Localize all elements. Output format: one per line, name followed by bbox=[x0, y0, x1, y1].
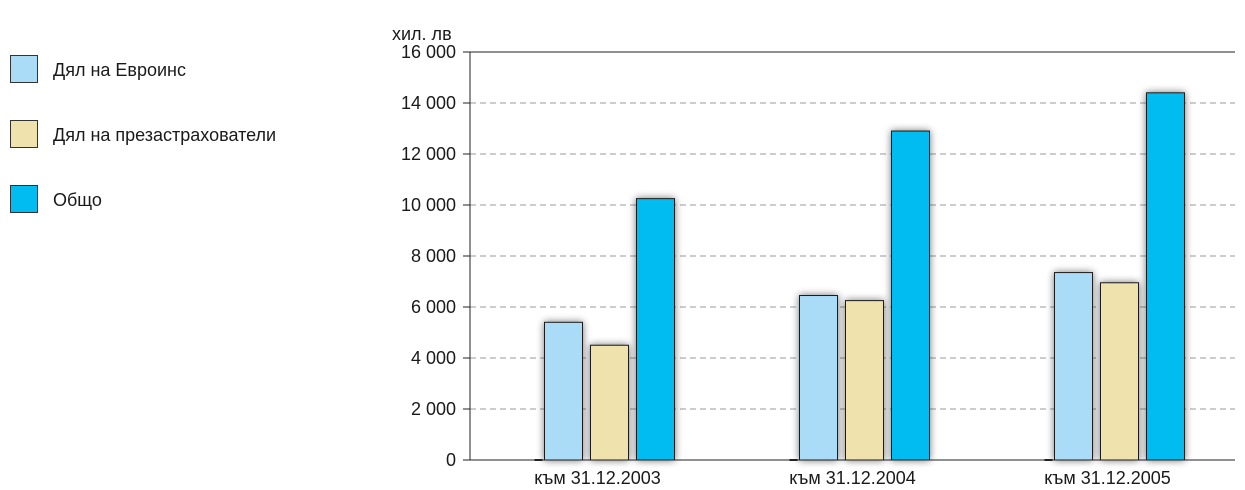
legend-swatch-evroins bbox=[10, 55, 38, 83]
bar bbox=[845, 300, 884, 461]
y-tick-label: 10 000 bbox=[401, 195, 456, 215]
bar bbox=[636, 198, 675, 461]
bar bbox=[1146, 92, 1185, 461]
y-tick-label: 16 000 bbox=[401, 42, 456, 62]
bar bbox=[1054, 272, 1093, 461]
y-axis-ticks: 0 2 000 4 000 6 000 8 000 10 000 12 000 14 000 1… bbox=[401, 42, 471, 470]
bars bbox=[544, 92, 1185, 461]
bar bbox=[544, 321, 583, 461]
legend-label-total: Общо bbox=[53, 190, 102, 210]
y-tick-label: 2 000 bbox=[411, 399, 456, 419]
x-axis-ticks: към 31.12.2003 към 31.12.2004 към 31.12.20… bbox=[534, 459, 1171, 488]
y-tick-label: 12 000 bbox=[401, 144, 456, 164]
y-tick-label: 14 000 bbox=[401, 93, 456, 113]
y-tick-label: 6 000 bbox=[411, 297, 456, 317]
bar bbox=[1100, 282, 1139, 461]
legend-swatch-reinsurers bbox=[10, 120, 38, 148]
y-tick-label: 4 000 bbox=[411, 348, 456, 368]
y-tick-label: 8 000 bbox=[411, 246, 456, 266]
x-tick-label: към 31.12.2004 bbox=[789, 468, 916, 488]
x-tick-label: към 31.12.2003 bbox=[534, 468, 661, 488]
bar bbox=[891, 130, 930, 461]
bar bbox=[590, 344, 629, 461]
legend-label-reinsurers: Дял на презастрахователи bbox=[53, 125, 277, 145]
legend-swatch-total bbox=[10, 185, 38, 213]
y-tick-label: 0 bbox=[446, 450, 456, 470]
y-axis-unit-label: хил. лв bbox=[392, 24, 452, 44]
x-tick-label: към 31.12.2005 bbox=[1044, 468, 1171, 488]
bar bbox=[799, 295, 838, 461]
legend-label-evroins: Дял на Евроинс bbox=[53, 60, 186, 80]
